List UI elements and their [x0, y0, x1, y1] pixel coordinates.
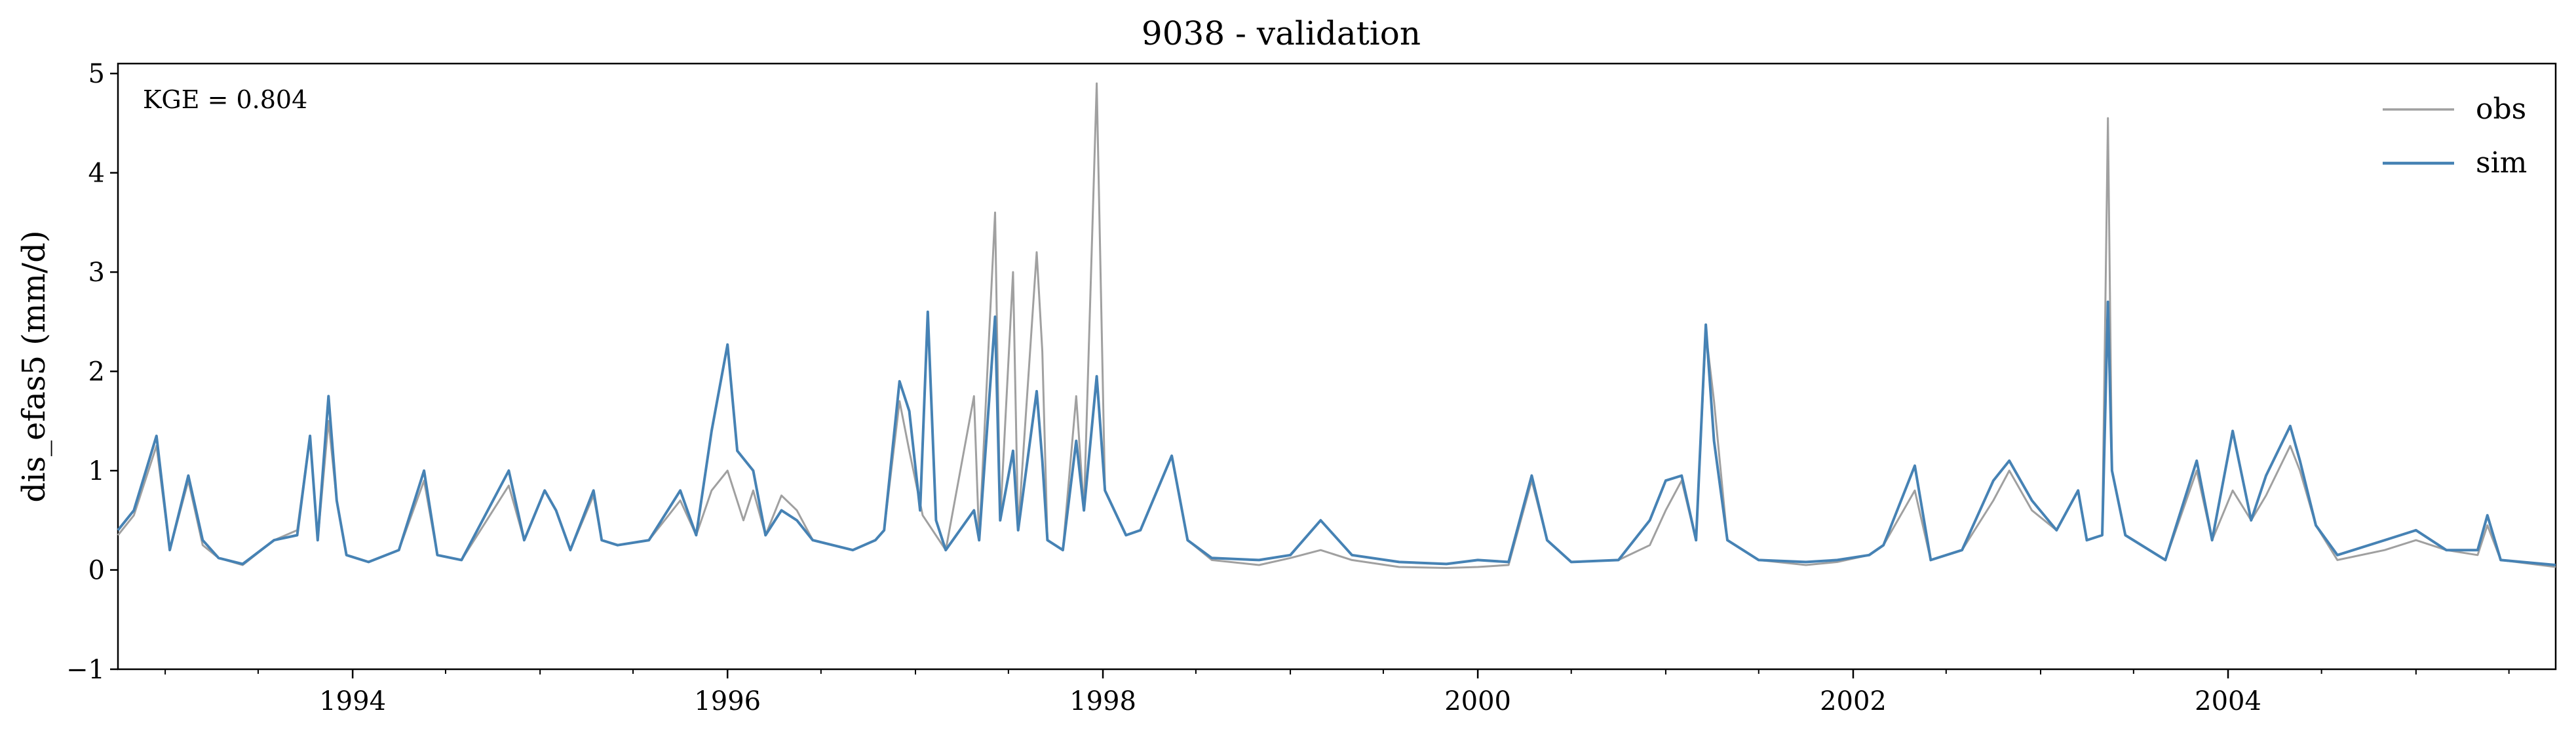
- x-tick-label: 1996: [694, 686, 761, 716]
- y-tick-label: −1: [66, 655, 105, 685]
- kge-annotation: KGE = 0.804: [143, 85, 307, 114]
- plot-area: KGE = 0.804: [117, 62, 2557, 671]
- series-layer: [117, 82, 2556, 569]
- y-tick-label: 4: [88, 159, 105, 189]
- x-tick-label: 2000: [1444, 686, 1511, 716]
- x-tick-label: 2004: [2195, 686, 2261, 716]
- legend: obs sim: [2383, 92, 2527, 180]
- chart-title: 9038 - validation: [1142, 14, 1421, 52]
- x-tick-label: 2002: [1820, 686, 1887, 716]
- legend-label-sim: sim: [2476, 146, 2527, 180]
- y-tick-label: 1: [88, 456, 105, 486]
- legend-label-obs: obs: [2476, 92, 2526, 126]
- y-tick-label: 5: [88, 59, 105, 89]
- plot-frame: [117, 62, 2557, 671]
- y-tick-label: 3: [88, 258, 105, 288]
- series-line-sim: [117, 300, 2556, 566]
- y-axis: −1 0 1 2 3 4 5: [66, 59, 118, 685]
- x-tick-label: 1994: [319, 686, 386, 716]
- x-axis: 1994 1996 1998 2000 2002 2004: [164, 669, 2510, 716]
- y-axis-label: dis_efas5 (mm/d): [16, 230, 52, 502]
- y-tick-label: 0: [88, 556, 105, 586]
- series-line-obs: [117, 82, 2556, 569]
- x-tick-label: 1998: [1069, 686, 1136, 716]
- y-tick-label: 2: [88, 357, 105, 387]
